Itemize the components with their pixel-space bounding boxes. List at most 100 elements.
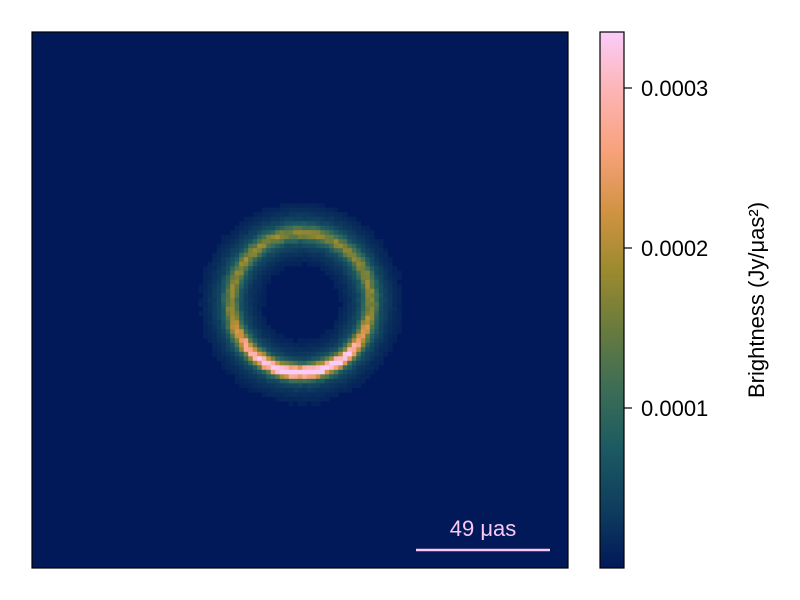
image-pixel <box>333 230 339 235</box>
colorbar-ticks: 0.0001 0.0002 0.0003 <box>624 76 708 421</box>
image-pixel <box>225 320 231 326</box>
image-pixel <box>257 293 263 299</box>
image-pixel <box>342 333 348 339</box>
image-pixel <box>225 369 231 375</box>
image-pixel <box>221 329 226 335</box>
image-pixel <box>360 288 366 294</box>
image-pixel <box>239 338 244 344</box>
image-pixel <box>261 284 267 290</box>
image-pixel <box>392 288 398 294</box>
image-pixel <box>203 302 208 308</box>
image-pixel <box>378 252 384 258</box>
image-pixel <box>270 360 276 366</box>
image-pixel <box>212 311 217 317</box>
image-pixel <box>225 243 231 249</box>
image-pixel <box>329 378 335 384</box>
image-pixel <box>378 306 384 312</box>
image-pixel <box>257 347 263 353</box>
image-pixel <box>333 207 339 213</box>
image-pixel <box>225 293 231 299</box>
image-pixel <box>230 234 235 240</box>
image-pixel <box>198 311 204 317</box>
image-pixel <box>311 243 317 249</box>
image-pixel <box>396 288 402 294</box>
image-pixel <box>338 297 344 303</box>
image-pixel <box>248 216 253 222</box>
image-pixel <box>221 293 226 299</box>
image-pixel <box>369 284 375 290</box>
image-pixel <box>329 261 335 267</box>
image-pixel <box>369 369 375 375</box>
image-pixel <box>311 212 317 217</box>
image-pixel <box>239 347 244 353</box>
image-pixel <box>266 374 272 380</box>
image-pixel <box>302 243 308 249</box>
image-pixel <box>257 297 263 303</box>
image-pixel <box>216 252 222 258</box>
image-pixel <box>248 270 253 276</box>
image-pixel <box>324 338 330 344</box>
image-pixel <box>383 338 389 344</box>
image-pixel <box>338 261 344 267</box>
image-pixel <box>306 392 312 398</box>
image-pixel <box>356 329 362 335</box>
image-pixel <box>243 329 249 335</box>
image-pixel <box>365 360 371 366</box>
image-pixel <box>207 293 213 299</box>
image-pixel <box>365 257 371 263</box>
image-pixel <box>369 360 375 366</box>
image-pixel <box>221 324 226 330</box>
image-pixel <box>257 383 263 389</box>
image-pixel <box>306 216 312 222</box>
image-pixel <box>369 248 375 253</box>
image-pixel <box>279 383 285 389</box>
image-pixel <box>230 347 235 353</box>
image-pixel <box>203 284 208 290</box>
image-pixel <box>347 248 353 253</box>
image-pixel <box>311 234 317 240</box>
image-pixel <box>311 347 317 353</box>
image-pixel <box>333 383 339 389</box>
image-pixel <box>329 342 335 348</box>
image-pixel <box>351 374 357 380</box>
image-pixel <box>257 234 263 240</box>
image-pixel <box>279 239 285 244</box>
image-pixel <box>288 243 294 249</box>
image-pixel <box>266 378 272 384</box>
image-pixel <box>216 266 222 272</box>
image-pixel <box>333 338 339 344</box>
image-pixel <box>288 392 294 398</box>
image-pixel <box>239 374 244 380</box>
image-pixel <box>320 225 326 231</box>
image-pixel <box>315 365 321 371</box>
image-pixel <box>279 212 285 217</box>
image-pixel <box>324 383 330 389</box>
image-pixel <box>288 252 294 258</box>
image-pixel <box>387 297 393 303</box>
image-pixel <box>261 275 267 281</box>
image-pixel <box>239 252 244 258</box>
image-pixel <box>351 225 357 231</box>
image-pixel <box>203 297 208 303</box>
image-pixel <box>248 293 253 299</box>
image-pixel <box>311 203 317 208</box>
image-pixel <box>329 338 335 344</box>
image-pixel <box>203 306 208 312</box>
image-pixel <box>360 360 366 366</box>
image-pixel <box>284 243 290 249</box>
image-pixel <box>252 338 258 344</box>
image-pixel <box>212 275 217 281</box>
image-pixel <box>392 338 398 344</box>
image-pixel <box>315 392 321 398</box>
image-pixel <box>288 225 294 231</box>
image-pixel <box>320 342 326 348</box>
image-pixel <box>378 288 384 294</box>
image-pixel <box>365 324 371 330</box>
image-pixel <box>333 216 339 222</box>
image-pixel <box>342 288 348 294</box>
image-pixel <box>275 333 281 339</box>
image-pixel <box>351 311 357 317</box>
image-pixel <box>239 342 244 348</box>
image-pixel <box>347 279 353 285</box>
image-pixel <box>207 270 213 276</box>
